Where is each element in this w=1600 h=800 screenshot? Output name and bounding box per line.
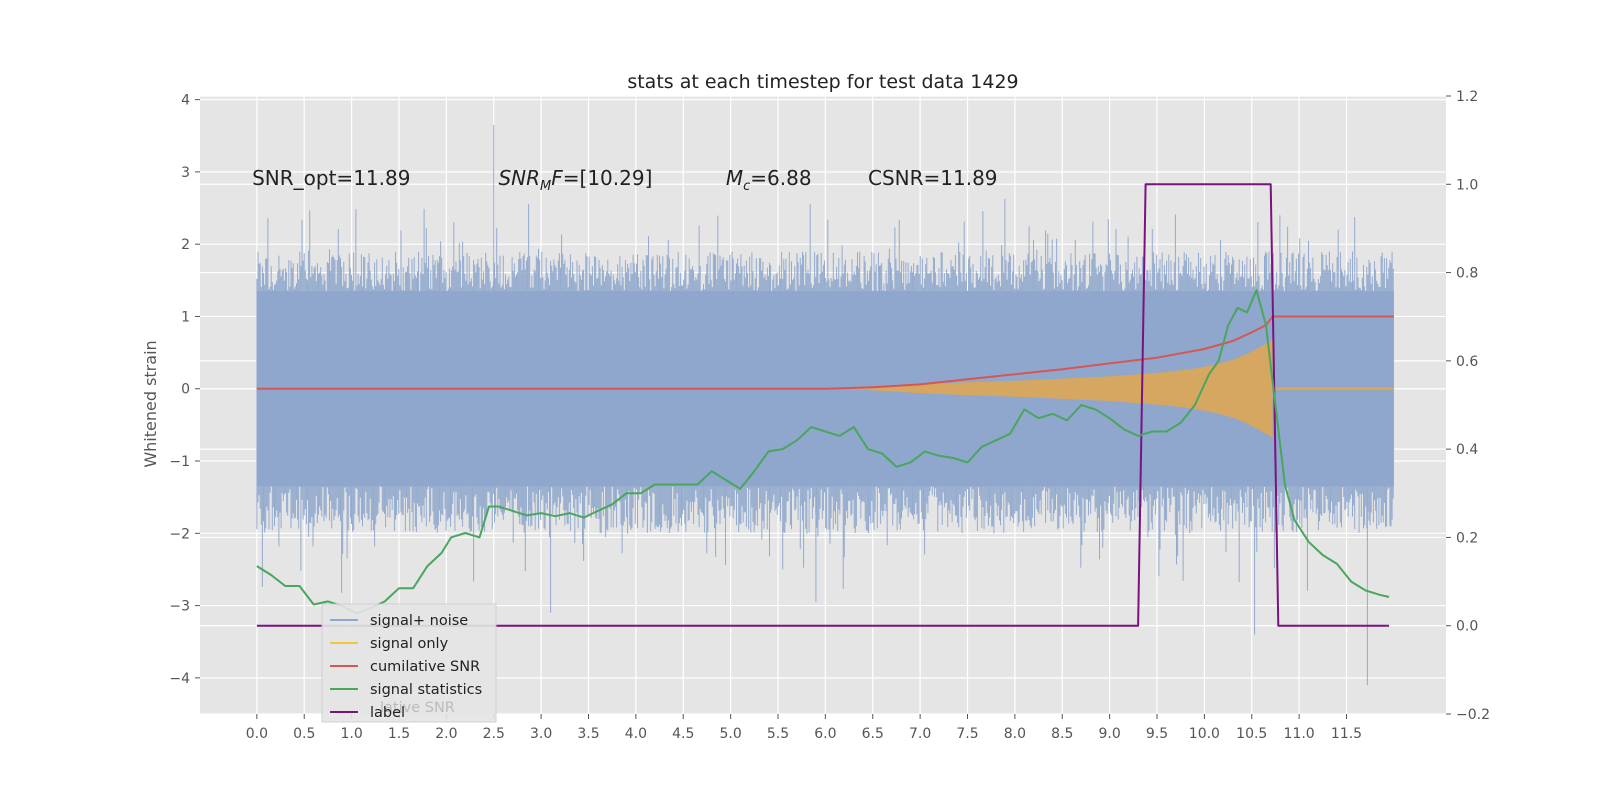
y2-tick-label: 0.6 <box>1456 354 1478 370</box>
chirp-fill <box>844 339 1273 438</box>
y-tick-label: 3 <box>181 165 190 181</box>
annotation-0: SNR_opt=11.89 <box>252 166 410 190</box>
y-tick-label: −3 <box>169 599 190 615</box>
x-tick-label: 5.0 <box>719 726 741 742</box>
x-tick-label: 8.0 <box>1004 726 1026 742</box>
series-signal-only <box>844 339 1394 438</box>
y-tick-label: −1 <box>169 454 190 470</box>
legend-entry: cumilative SNR <box>370 659 480 675</box>
legend: lative SNR signal+ noise signal only cumila… <box>321 603 497 723</box>
legend-entry: signal+ noise <box>370 613 468 629</box>
y-tick-label: 2 <box>181 237 190 253</box>
x-tick-label: 10.5 <box>1236 726 1267 742</box>
x-tick-label: 1.5 <box>388 726 410 742</box>
y-axis-label: Whitened strain <box>141 340 160 467</box>
x-tick-label: 7.0 <box>909 726 931 742</box>
annotation-3: CSNR=11.89 <box>868 166 998 190</box>
x-tick-label: 11.0 <box>1284 726 1315 742</box>
y2-tick-label: 1.2 <box>1456 89 1478 105</box>
y2-tick-label: 1.0 <box>1456 177 1478 193</box>
x-tick-label: 10.0 <box>1189 726 1220 742</box>
x-tick-label: 4.0 <box>625 726 647 742</box>
x-tick-label: 2.5 <box>483 726 505 742</box>
annotations: SNR_opt=11.89 SNRMF=[10.29] Mc=6.88 CSNR=11… <box>252 166 997 194</box>
x-tick-label: 6.0 <box>814 726 836 742</box>
annotation-2: Mc=6.88 <box>726 166 812 194</box>
x-tick-label: 1.0 <box>340 726 362 742</box>
chart-title: stats at each timestep for test data 142… <box>627 71 1018 93</box>
y-tick-label: 4 <box>181 93 190 109</box>
legend-entry: signal statistics <box>370 682 482 698</box>
x-tick-label: 11.5 <box>1331 726 1362 742</box>
axes: 0.0 0.5 1.0 1.5 2.0 2.5 3.0 3.5 4.0 4.5 5.0 5.5 6.0 6… <box>169 89 1490 742</box>
series-line-label <box>256 183 1390 627</box>
y2-tick-label: 0.4 <box>1456 442 1478 458</box>
annotation-1: SNRMF=[10.29] <box>498 166 652 194</box>
x-tick-label: 0.0 <box>246 726 268 742</box>
legend-entry: label <box>370 705 405 721</box>
legend-box <box>321 603 497 723</box>
x-tick-label: 3.0 <box>530 726 552 742</box>
x-tick-label: 0.5 <box>293 726 315 742</box>
x-tick-label: 7.5 <box>956 726 978 742</box>
series-lines <box>256 183 1394 627</box>
x-tick-label: 2.0 <box>435 726 457 742</box>
legend-entry: signal only <box>370 636 449 652</box>
series-line-cumilative-snr <box>256 315 1394 390</box>
x-tick-label: 9.0 <box>1098 726 1120 742</box>
x-tick-label: 4.5 <box>672 726 694 742</box>
y2-tick-label: 0.8 <box>1456 266 1478 282</box>
y2-tick-label: 0.0 <box>1456 619 1478 635</box>
y-tick-label: −4 <box>169 671 190 687</box>
y2-tick-label: 0.2 <box>1456 530 1478 546</box>
chirp-tail <box>1272 387 1394 391</box>
x-tick-label: 6.5 <box>862 726 884 742</box>
y-tick-label: 1 <box>181 309 190 325</box>
y2-tick-label: −0.2 <box>1456 707 1490 723</box>
series-line-signal-statistics <box>256 289 1390 615</box>
y-tick-label: 0 <box>181 382 190 398</box>
x-tick-label: 3.5 <box>577 726 599 742</box>
y-tick-label: −2 <box>169 526 190 542</box>
x-tick-label: 5.5 <box>767 726 789 742</box>
x-tick-label: 8.5 <box>1051 726 1073 742</box>
x-tick-label: 9.5 <box>1146 726 1168 742</box>
legend-ghost-text: lative SNR <box>380 700 455 716</box>
